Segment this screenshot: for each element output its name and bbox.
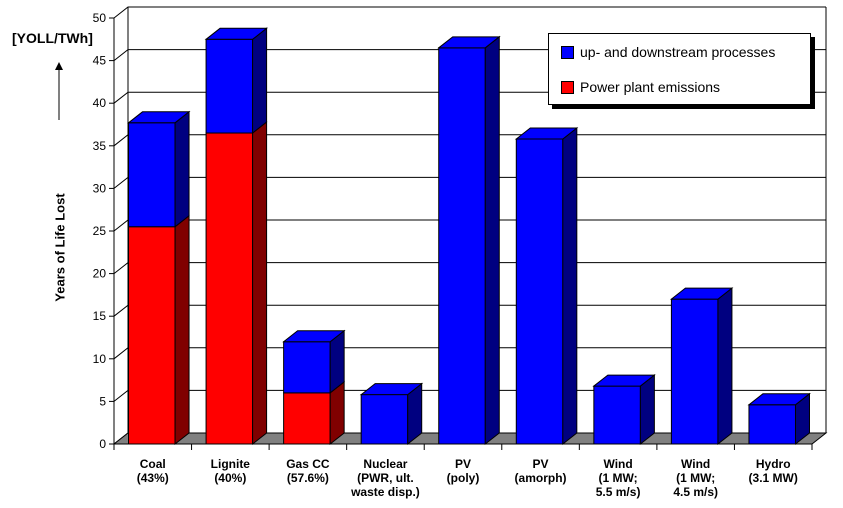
bar-side-upstream xyxy=(252,27,268,135)
bar-top-upstream xyxy=(514,127,579,140)
bar-upstream xyxy=(205,38,254,134)
x-tick-label: PV xyxy=(533,457,549,471)
x-tick-label: Wind xyxy=(681,457,710,471)
x-tick-label: waste disp.) xyxy=(350,485,420,499)
bar-upstream xyxy=(283,341,331,394)
bar-upstream xyxy=(515,138,564,445)
bar-upstream xyxy=(748,404,796,445)
legend-item-upstream: up- and downstream processes xyxy=(561,44,775,60)
x-tick-label: (3.1 MW) xyxy=(749,471,798,485)
bar-top-upstream xyxy=(127,111,191,124)
x-tick-label: (1 MW; xyxy=(599,471,638,485)
bar-side-upstream xyxy=(717,287,733,446)
legend-item-emissions: Power plant emissions xyxy=(561,79,720,95)
y-unit-label: [YOLL/TWh] xyxy=(12,30,93,46)
x-tick-label: (amorph) xyxy=(515,471,567,485)
x-tick-label: PV xyxy=(455,457,471,471)
bar-emissions xyxy=(205,132,254,445)
bar-upstream xyxy=(128,122,176,228)
y-tick-label: 40 xyxy=(93,96,107,110)
y-tick-label: 10 xyxy=(93,352,107,366)
y-tick-label: 5 xyxy=(99,394,106,408)
y-axis-title: Years of Life Lost xyxy=(52,193,68,302)
bar-top-upstream xyxy=(437,36,501,49)
legend: up- and downstream processes Power plant… xyxy=(548,33,811,105)
bar-top-upstream xyxy=(747,393,811,406)
y-tick-label: 50 xyxy=(93,11,107,25)
bar-upstream xyxy=(593,385,641,445)
x-tick-label: 4.5 m/s) xyxy=(673,485,718,499)
bar-emissions xyxy=(283,392,331,445)
x-tick-label: (PWR, ult. xyxy=(357,471,414,485)
bar-upstream xyxy=(670,298,719,445)
legend-swatch-upstream xyxy=(561,45,574,59)
legend-label-emissions: Power plant emissions xyxy=(580,79,721,95)
x-tick-label: Wind xyxy=(604,457,633,471)
x-tick-label: (57.6%) xyxy=(287,471,329,485)
x-tick-label: 5.5 m/s) xyxy=(596,485,641,499)
bar-side-upstream xyxy=(174,110,190,228)
y-tick-label: 45 xyxy=(93,54,107,68)
bar-top-upstream xyxy=(204,27,269,40)
x-tick-label: Lignite xyxy=(211,457,251,471)
bar-top-upstream xyxy=(359,383,424,396)
bar-top-upstream xyxy=(282,330,346,343)
bar-upstream xyxy=(438,47,486,445)
bar-side-emissions xyxy=(174,214,190,446)
x-tick-label: (1 MW; xyxy=(676,471,715,485)
bar-emissions xyxy=(128,226,176,445)
x-tick-label: Coal xyxy=(140,457,166,471)
up-arrow-icon xyxy=(55,62,63,120)
legend-label-upstream: up- and downstream processes xyxy=(580,44,776,60)
bar-side-emissions xyxy=(252,120,268,446)
bar-side-upstream xyxy=(484,35,500,446)
y-tick-label: 35 xyxy=(93,139,107,153)
x-tick-label: Gas CC xyxy=(286,457,330,471)
legend-swatch-emissions xyxy=(561,80,574,94)
x-tick-label: Nuclear xyxy=(363,457,407,471)
bar-top-upstream xyxy=(592,374,656,387)
x-tick-label: (poly) xyxy=(447,471,480,485)
x-tick-label: (43%) xyxy=(137,471,169,485)
bar-side-upstream xyxy=(639,374,655,446)
gridline xyxy=(113,6,826,19)
bar-top-upstream xyxy=(669,287,734,300)
y-tick-label: 20 xyxy=(93,267,107,281)
x-tick-label: (40%) xyxy=(214,471,246,485)
y-tick-label: 15 xyxy=(93,309,107,323)
x-tick-label: Hydro xyxy=(756,457,791,471)
y-tick-label: 30 xyxy=(93,181,107,195)
y-tick-label: 25 xyxy=(93,224,107,238)
bar-upstream xyxy=(360,394,409,445)
y-tick-label: 0 xyxy=(99,437,106,451)
bar-side-upstream xyxy=(562,126,578,446)
